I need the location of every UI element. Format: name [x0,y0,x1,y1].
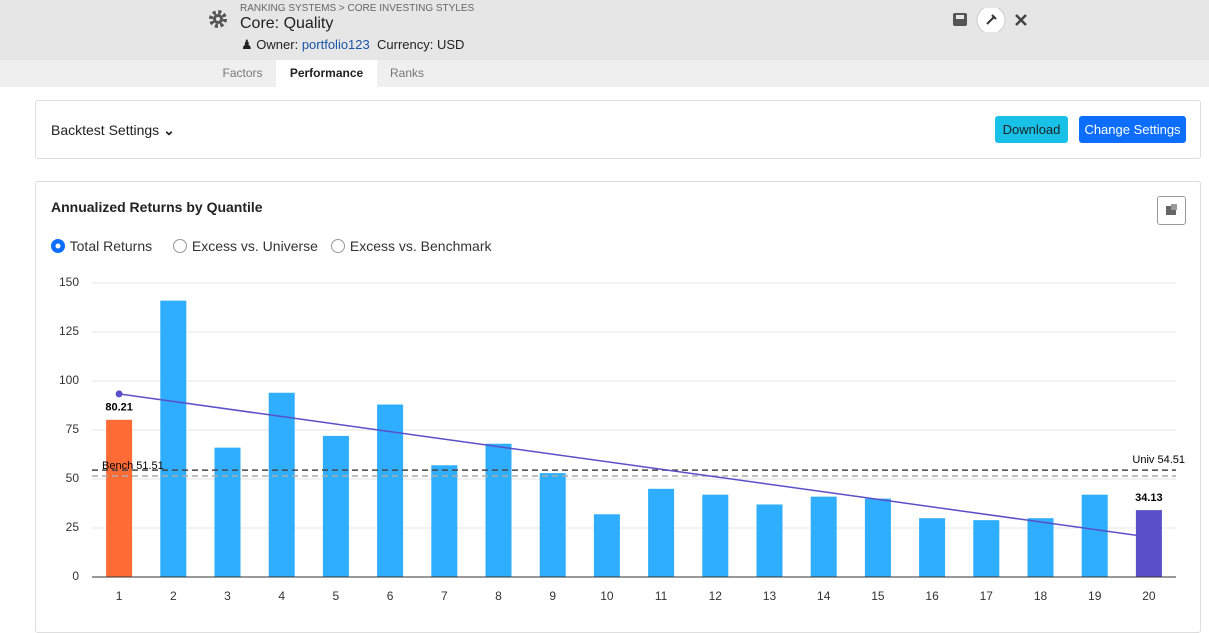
bar [1081,494,1108,577]
owner-line: ♟ Owner: portfolio123 Currency: USD [241,37,464,53]
x-tick-label: 3 [224,589,231,603]
x-tick-label: 5 [333,589,340,603]
tab-bar: Factors Performance Ranks [0,60,1209,87]
user-icon: ♟ [241,37,253,52]
x-tick-label: 2 [170,589,177,603]
chevron: ⌄ [163,122,175,138]
x-tick-label: 11 [655,589,668,603]
tab[interactable]: Ranks [389,66,424,80]
header: RANKING SYSTEMS > CORE INVESTING STYLES … [0,0,1209,60]
change-settings-button[interactable]: Change Settings [1079,116,1186,143]
bar [648,488,675,577]
radio-circle [173,239,187,253]
x-tick-label: 16 [925,589,939,603]
x-tick-label: 17 [980,589,994,603]
radio-option[interactable]: Total Returns [50,238,152,254]
owner-link[interactable]: portfolio123 [301,37,370,52]
x-tick-label: 12 [709,589,723,603]
save-icon-detail [956,15,964,19]
y-tick-label: 50 [66,471,80,485]
bar [810,496,837,577]
tab[interactable]: Performance [276,60,377,87]
x-tick-label: 7 [441,589,448,603]
radio-circle [51,239,65,253]
owner-label: Owner: [256,37,299,52]
bar [539,473,566,577]
bar [973,520,1000,577]
trend-start-dot [115,390,123,398]
bar [702,494,729,577]
radio-label: Excess vs. Benchmark [349,238,492,254]
bar [485,443,512,577]
bar [593,514,620,577]
bar [214,447,241,577]
bar [1135,510,1162,577]
radio-circle [331,239,345,253]
x-tick-label: 4 [278,589,285,603]
y-tick-label: 150 [59,275,79,289]
radio-label: Excess vs. Universe [191,238,318,254]
radio-option[interactable]: Excess vs. Universe [172,238,318,254]
x-tick-label: 8 [495,589,502,603]
close-icon[interactable] [1015,14,1027,26]
backtest-settings[interactable]: Backtest Settings ⌄ [51,122,175,139]
export-icon [1166,204,1177,215]
currency: Currency: USD [377,37,465,52]
bar [268,392,295,577]
breadcrumb[interactable]: RANKING SYSTEMS > CORE INVESTING STYLES [240,3,475,14]
x-tick-label: 18 [1034,589,1048,603]
bar [106,419,133,577]
data-label: 34.13 [1135,492,1163,504]
header-actions [953,8,1027,32]
reference-label: Bench 51.51 [102,460,164,472]
y-tick-label: 125 [59,324,79,338]
x-tick-label: 6 [387,589,394,603]
bar [1027,518,1054,577]
reference-label: Univ 54.51 [1132,454,1185,466]
settings-label: Backtest Settings [51,122,160,138]
save-icon[interactable] [953,13,967,26]
x-tick-label: 15 [871,589,885,603]
trend-line [118,393,1150,538]
y-tick-label: 75 [66,422,80,436]
y-tick-label: 100 [59,373,79,387]
gear-icon[interactable] [206,7,230,31]
bar [919,518,946,577]
x-tick-label: 1 [116,589,123,603]
bar [160,300,187,577]
bar [756,504,783,577]
bar [864,498,891,577]
panel-title: Annualized Returns by Quantile [51,199,263,215]
bar [322,435,349,577]
x-tick-label: 9 [549,589,556,603]
radio-group: Total Returns Excess vs. Universe Excess… [50,238,650,258]
x-tick-label: 20 [1142,589,1156,603]
page-title: Core: Quality [240,15,334,32]
pin-icon [986,14,997,25]
x-tick-label: 10 [600,589,614,603]
y-tick-label: 25 [66,520,80,534]
tab[interactable]: Factors [222,66,263,80]
bar [431,465,458,577]
data-label: 80.21 [105,402,133,414]
x-tick-label: 14 [817,589,831,603]
x-tick-label: 19 [1088,589,1102,603]
radio-label: Total Returns [69,238,153,254]
export-button[interactable] [1157,196,1186,225]
download-button[interactable]: Download [995,116,1068,143]
x-tick-label: 13 [763,589,777,603]
radio-option[interactable]: Excess vs. Benchmark [330,238,492,254]
y-tick-label: 0 [72,569,79,583]
